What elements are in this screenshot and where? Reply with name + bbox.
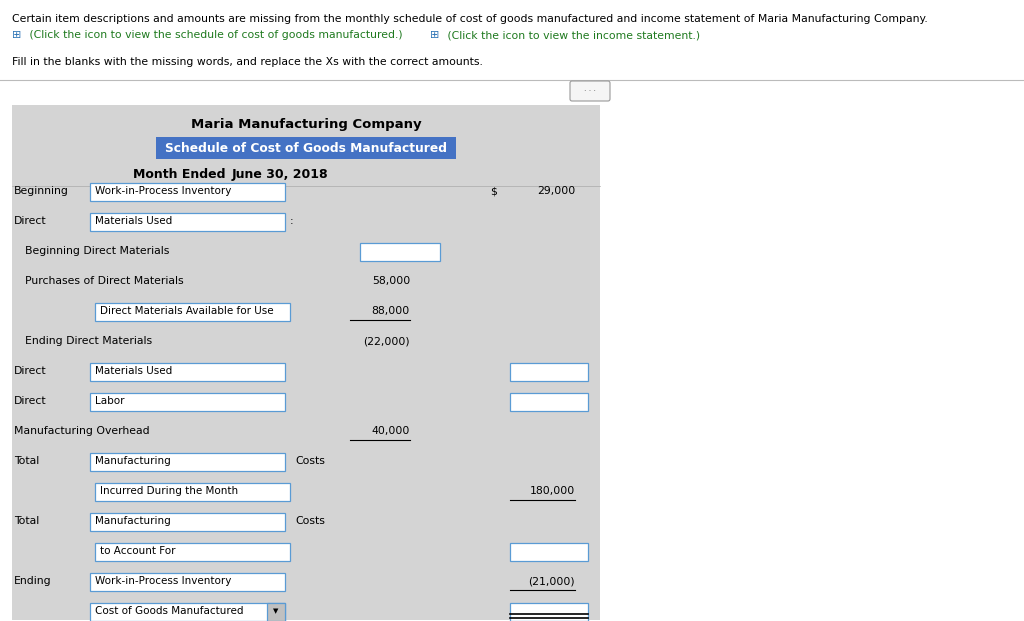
Text: Manufacturing: Manufacturing [95, 516, 171, 526]
Text: Materials Used: Materials Used [95, 366, 172, 376]
Text: June 30, 2018: June 30, 2018 [232, 168, 329, 181]
Bar [95, 483, 290, 501]
Bar [510, 393, 588, 411]
Text: (22,000): (22,000) [364, 336, 410, 346]
Text: (Click the icon to view the schedule of cost of goods manufactured.): (Click the icon to view the schedule of … [26, 30, 402, 40]
Bar [267, 603, 285, 621]
Text: Costs: Costs [295, 456, 325, 466]
Text: Direct Materials Available for Use: Direct Materials Available for Use [100, 306, 273, 316]
Text: Direct: Direct [14, 366, 47, 376]
Bar [90, 603, 285, 621]
Bar [510, 603, 588, 621]
Text: Work-in-Process Inventory: Work-in-Process Inventory [95, 576, 231, 586]
Text: (21,000): (21,000) [528, 576, 575, 586]
Text: Direct: Direct [14, 216, 47, 226]
Text: Beginning: Beginning [14, 186, 69, 196]
Text: Manufacturing Overhead: Manufacturing Overhead [14, 426, 150, 436]
Text: Schedule of Cost of Goods Manufactured: Schedule of Cost of Goods Manufactured [165, 142, 447, 155]
FancyBboxPatch shape [570, 81, 610, 101]
Text: 40,000: 40,000 [372, 426, 410, 436]
Text: Month Ended: Month Ended [133, 168, 230, 181]
Bar [90, 393, 285, 411]
Text: ▼: ▼ [273, 608, 279, 614]
Bar [90, 213, 285, 231]
Text: Manufacturing: Manufacturing [95, 456, 171, 466]
Text: Maria Manufacturing Company: Maria Manufacturing Company [190, 118, 421, 131]
Bar [510, 543, 588, 561]
Text: Purchases of Direct Materials: Purchases of Direct Materials [25, 276, 183, 286]
Bar [156, 137, 456, 159]
Text: Total: Total [14, 516, 39, 526]
Text: Labor: Labor [95, 396, 125, 406]
Bar [90, 363, 285, 381]
Bar [95, 303, 290, 321]
Text: 29,000: 29,000 [537, 186, 575, 196]
Bar [90, 513, 285, 531]
Text: 180,000: 180,000 [529, 486, 575, 496]
Text: Certain item descriptions and amounts are missing from the monthly schedule of c: Certain item descriptions and amounts ar… [12, 14, 928, 24]
Text: Costs: Costs [295, 516, 325, 526]
Bar [90, 453, 285, 471]
Text: Total: Total [14, 456, 39, 466]
Text: Materials Used: Materials Used [95, 216, 172, 226]
Text: Incurred During the Month: Incurred During the Month [100, 486, 239, 496]
Text: ⊞: ⊞ [12, 30, 22, 40]
Text: Fill in the blanks with the missing words, and replace the Xs with the correct a: Fill in the blanks with the missing word… [12, 57, 483, 67]
Bar [90, 183, 285, 201]
Text: Cost of Goods Manufactured: Cost of Goods Manufactured [95, 606, 244, 616]
Bar [510, 363, 588, 381]
Text: 58,000: 58,000 [372, 276, 410, 286]
Text: :: : [290, 216, 294, 226]
Text: 88,000: 88,000 [372, 306, 410, 316]
Text: Ending Direct Materials: Ending Direct Materials [25, 336, 153, 346]
Text: Ending: Ending [14, 576, 51, 586]
Bar [12, 105, 600, 620]
Text: Work-in-Process Inventory: Work-in-Process Inventory [95, 186, 231, 196]
Text: · · ·: · · · [584, 86, 596, 96]
Text: ⊞: ⊞ [430, 30, 439, 40]
Text: Beginning Direct Materials: Beginning Direct Materials [25, 246, 169, 256]
Text: Direct: Direct [14, 396, 47, 406]
Bar [95, 543, 290, 561]
Text: (Click the icon to view the income statement.): (Click the icon to view the income state… [444, 30, 700, 40]
Text: to Account For: to Account For [100, 546, 175, 556]
Bar [360, 243, 440, 261]
Text: $: $ [490, 186, 497, 196]
Bar [90, 573, 285, 591]
